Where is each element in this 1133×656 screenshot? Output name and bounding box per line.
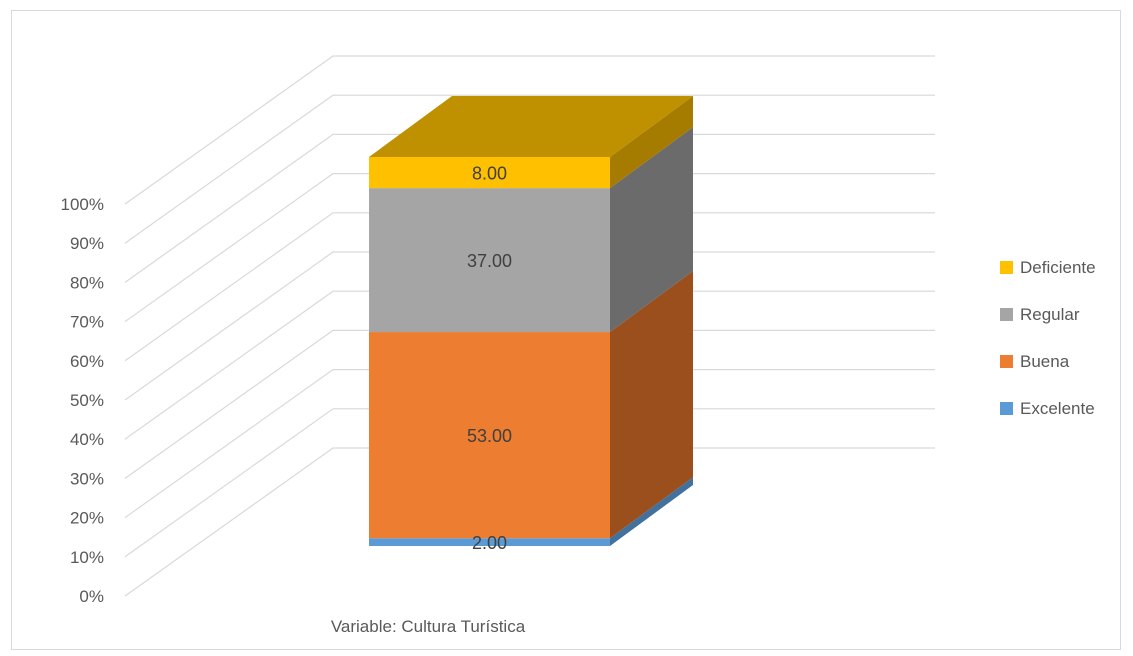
legend-label-deficiente: Deficiente — [1020, 258, 1096, 277]
data-label-regular: 37.00 — [467, 251, 512, 271]
y-tick-label: 0% — [79, 587, 104, 606]
bar-side-buena — [610, 271, 693, 539]
legend: Deficiente Regular Buena Excelente — [1000, 258, 1096, 418]
gridline — [124, 369, 935, 519]
gridline — [124, 173, 935, 323]
y-tick-label: 40% — [70, 430, 104, 449]
y-tick-label: 100% — [61, 195, 104, 214]
legend-swatch-excelente — [1000, 402, 1013, 415]
bar-segment-deficiente — [369, 157, 610, 189]
bar-side-deficiente — [610, 96, 693, 189]
gridline — [124, 290, 935, 440]
legend-swatch-regular — [1000, 308, 1013, 321]
data-label-buena: 53.00 — [467, 426, 512, 446]
y-tick-label: 20% — [70, 509, 104, 528]
bar-segment-buena — [369, 332, 610, 539]
y-axis-ticks: 0% 10% 20% 30% 40% 50% 60% 70% 80% 90% 100% — [61, 195, 104, 606]
y-tick-label: 90% — [70, 234, 104, 253]
y-tick-label: 30% — [70, 469, 104, 488]
stacked-bar — [369, 96, 693, 546]
y-tick-label: 10% — [70, 548, 104, 567]
gridline — [124, 55, 935, 205]
y-tick-label: 60% — [70, 352, 104, 371]
legend-swatch-deficiente — [1000, 261, 1013, 274]
y-tick-label: 80% — [70, 273, 104, 292]
gridline — [124, 447, 935, 597]
gridline — [124, 408, 935, 558]
data-labels: 2.00 53.00 37.00 8.00 — [467, 164, 512, 554]
data-label-deficiente: 8.00 — [472, 164, 507, 184]
legend-swatch-buena — [1000, 355, 1013, 368]
gridline — [124, 329, 935, 479]
legend-label-regular: Regular — [1020, 305, 1080, 324]
bar-segment-excelente — [369, 538, 610, 546]
bar-top-face — [369, 96, 693, 157]
gridline — [124, 133, 935, 283]
legend-label-excelente: Excelente — [1020, 399, 1095, 418]
gridline — [124, 212, 935, 362]
bar-side-regular — [610, 127, 693, 333]
bar-segment-regular — [369, 188, 610, 333]
gridlines — [124, 55, 935, 597]
data-label-excelente: 2.00 — [472, 533, 507, 553]
bar-side-excelente — [610, 477, 693, 546]
y-tick-label: 50% — [70, 391, 104, 410]
gridline — [124, 251, 935, 401]
legend-label-buena: Buena — [1020, 352, 1070, 371]
gridline — [124, 94, 935, 244]
y-tick-label: 70% — [70, 313, 104, 332]
category-label: Variable: Cultura Turística — [331, 617, 526, 636]
